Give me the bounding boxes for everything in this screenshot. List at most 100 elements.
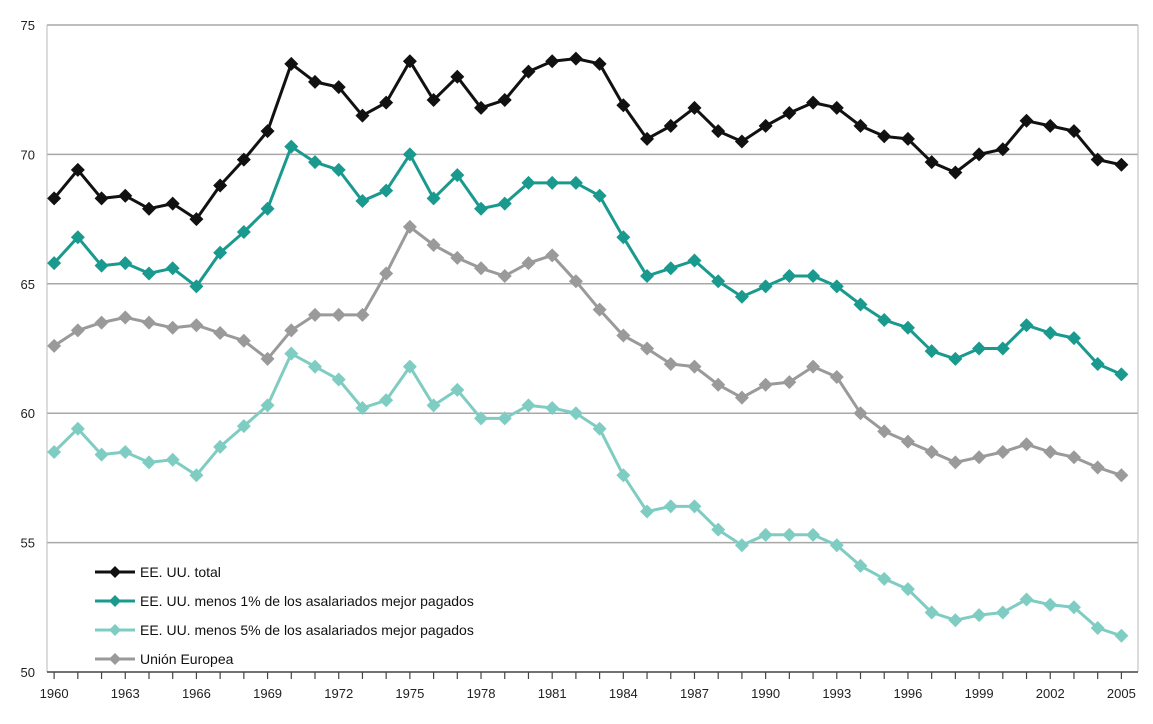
data-point bbox=[165, 452, 180, 467]
data-point bbox=[972, 341, 987, 356]
data-point bbox=[402, 54, 417, 69]
data-point bbox=[545, 175, 560, 190]
data-point bbox=[450, 69, 465, 84]
data-point bbox=[545, 248, 560, 263]
data-point bbox=[758, 118, 773, 133]
data-point bbox=[1019, 113, 1034, 128]
data-point bbox=[308, 74, 323, 89]
data-point bbox=[379, 393, 394, 408]
data-point bbox=[497, 93, 512, 108]
data-point bbox=[568, 51, 583, 66]
data-point bbox=[308, 359, 323, 374]
data-point bbox=[711, 274, 726, 289]
data-point bbox=[70, 230, 85, 245]
data-point bbox=[758, 377, 773, 392]
data-point bbox=[711, 124, 726, 139]
data-point bbox=[616, 328, 631, 343]
y-tick-label: 50 bbox=[21, 665, 35, 680]
series-layer bbox=[47, 51, 1129, 643]
data-point bbox=[900, 131, 915, 146]
data-point bbox=[521, 64, 536, 79]
data-point bbox=[426, 237, 441, 252]
data-point bbox=[426, 191, 441, 206]
data-point bbox=[141, 315, 156, 330]
data-point bbox=[213, 439, 228, 454]
data-point bbox=[592, 56, 607, 71]
series-0 bbox=[47, 51, 1129, 227]
legend-label: EE. UU. menos 5% de los asalariados mejo… bbox=[140, 622, 474, 638]
data-point bbox=[331, 372, 346, 387]
x-tick-label: 1978 bbox=[467, 686, 496, 701]
data-point bbox=[402, 219, 417, 234]
data-point bbox=[236, 225, 251, 240]
data-point bbox=[711, 522, 726, 537]
x-tick-label: 1960 bbox=[40, 686, 69, 701]
data-point bbox=[734, 390, 749, 405]
y-tick-label: 55 bbox=[21, 536, 35, 551]
data-point bbox=[1090, 621, 1105, 636]
x-tick-label: 1990 bbox=[751, 686, 780, 701]
data-point bbox=[331, 307, 346, 322]
data-point bbox=[948, 455, 963, 470]
data-point bbox=[213, 178, 228, 193]
data-point bbox=[592, 421, 607, 436]
data-point bbox=[213, 245, 228, 260]
data-point bbox=[663, 118, 678, 133]
data-point bbox=[1019, 592, 1034, 607]
data-point bbox=[355, 108, 370, 123]
series-line-3 bbox=[53, 225, 1122, 477]
data-point bbox=[1066, 600, 1081, 615]
data-point bbox=[734, 134, 749, 149]
x-axis: 1960 1963 1966 1969 1972 1975 1978 1981 1984 1987… bbox=[40, 671, 1138, 701]
series-line-1 bbox=[52, 145, 1123, 376]
x-tick-label: 1981 bbox=[538, 686, 567, 701]
data-point bbox=[426, 398, 441, 413]
data-point bbox=[972, 608, 987, 623]
data-point bbox=[355, 401, 370, 416]
x-tick-label: 1969 bbox=[253, 686, 282, 701]
gridlines bbox=[46, 24, 1139, 672]
data-point bbox=[236, 333, 251, 348]
data-point bbox=[853, 406, 868, 421]
data-point bbox=[70, 421, 85, 436]
data-point bbox=[118, 445, 133, 460]
data-point bbox=[379, 95, 394, 110]
y-axis-tick-labels: 50 55 60 65 70 75 bbox=[21, 18, 35, 680]
data-point bbox=[141, 201, 156, 216]
x-tick-label: 2002 bbox=[1036, 686, 1065, 701]
data-point bbox=[402, 147, 417, 162]
legend-label: EE. UU. menos 1% de los asalariados mejo… bbox=[140, 593, 474, 609]
data-point bbox=[972, 450, 987, 465]
data-point bbox=[758, 279, 773, 294]
data-point bbox=[687, 499, 702, 514]
data-point bbox=[260, 398, 275, 413]
data-point bbox=[782, 527, 797, 542]
data-point bbox=[1043, 325, 1058, 340]
data-point bbox=[521, 175, 536, 190]
data-point bbox=[118, 188, 133, 203]
data-point bbox=[474, 411, 489, 426]
data-point bbox=[189, 212, 204, 227]
data-point bbox=[1114, 628, 1129, 643]
data-point bbox=[94, 258, 109, 273]
data-point bbox=[948, 613, 963, 628]
data-point bbox=[260, 201, 275, 216]
data-point bbox=[165, 196, 180, 211]
data-point bbox=[995, 445, 1010, 460]
data-point bbox=[663, 357, 678, 372]
data-point bbox=[189, 279, 204, 294]
data-point bbox=[568, 175, 583, 190]
data-point bbox=[900, 434, 915, 449]
legend-label: Unión Europea bbox=[140, 651, 234, 667]
y-tick-label: 65 bbox=[21, 277, 35, 292]
data-point bbox=[47, 445, 62, 460]
x-tick-label: 1993 bbox=[822, 686, 851, 701]
x-tick-label: 1975 bbox=[395, 686, 424, 701]
data-point bbox=[141, 266, 156, 281]
data-point bbox=[568, 406, 583, 421]
x-tick-label: 1984 bbox=[609, 686, 638, 701]
data-point bbox=[331, 162, 346, 177]
data-point bbox=[640, 269, 655, 284]
data-point bbox=[284, 56, 299, 71]
y-tick-label: 70 bbox=[21, 147, 35, 162]
